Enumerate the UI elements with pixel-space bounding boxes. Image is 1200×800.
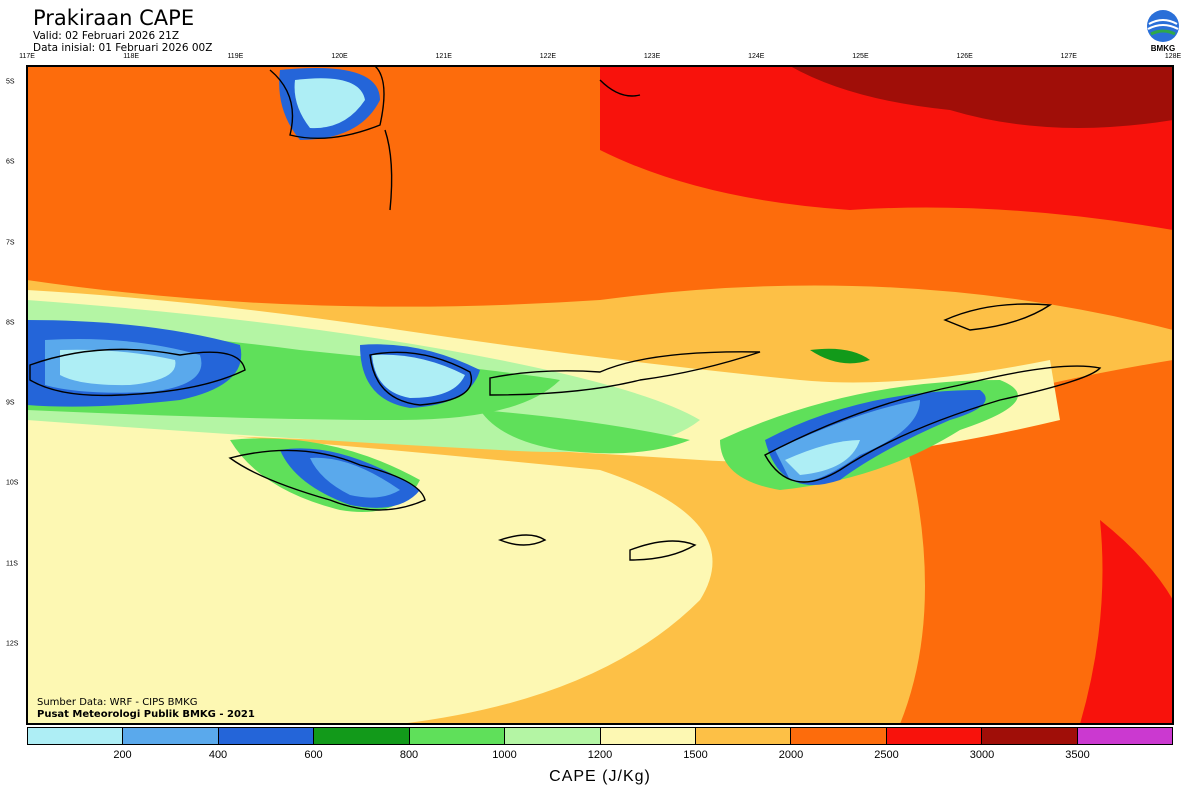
colorbar-label: 200 (113, 749, 132, 761)
lon-label: 123E (643, 53, 661, 60)
colorbar-swatch (1077, 728, 1173, 744)
bmkg-logo-icon (1147, 10, 1179, 42)
colorbar-label: 3000 (969, 749, 995, 761)
lon-label: 121E (435, 53, 452, 60)
lon-label: 125E (852, 53, 869, 60)
colorbar-unit: CAPE (J/Kg) (549, 768, 651, 785)
lon-label: 127E (1060, 53, 1077, 60)
lon-label: 120E (331, 53, 348, 60)
organization-credit: Pusat Meteorologi Publik BMKG - 2021 (37, 709, 255, 720)
colorbar-label: 600 (304, 749, 323, 761)
chart-title: Prakiraan CAPE (33, 6, 195, 30)
lat-label: 11S (6, 560, 18, 567)
logo-text: BMKG (1150, 44, 1176, 53)
colorbar-swatch (600, 728, 696, 744)
lon-label: 122E (539, 53, 557, 60)
lon-label: 119E (227, 53, 244, 60)
colorbar-swatch (791, 728, 887, 744)
lon-label: 124E (748, 53, 765, 60)
colorbar-label: 800 (399, 749, 419, 761)
colorbar-swatch (314, 728, 410, 744)
colorbar-swatch (28, 728, 124, 744)
lon-label: 126E (956, 53, 973, 60)
colorbar-label: 2500 (874, 749, 899, 761)
colorbar-swatch (886, 728, 983, 744)
init-time: Data inisial: 01 Februari 2026 00Z (33, 42, 213, 54)
colorbar-swatch (123, 728, 219, 744)
lat-label: 8S (6, 319, 15, 327)
lat-label: 12S (6, 640, 19, 648)
lon-label: 117E (19, 53, 35, 60)
lat-label: 5S (6, 78, 15, 86)
colorbar-label: 1500 (683, 749, 708, 761)
data-source: Sumber Data: WRF - CIPS BMKG (37, 697, 198, 708)
colorbar-swatch (409, 728, 506, 744)
colorbar-label: 1200 (587, 749, 613, 761)
lon-label: 118E (123, 53, 140, 60)
colorbar-swatch (505, 728, 601, 744)
colorbar-label: 1000 (492, 749, 517, 761)
lat-label: 6S (6, 158, 15, 166)
colorbar-label: 400 (208, 749, 228, 761)
lat-label: 9S (6, 399, 15, 407)
colorbar-label: 3500 (1065, 749, 1090, 761)
valid-time: Valid: 02 Februari 2026 21Z (33, 30, 180, 42)
lat-label: 10S (6, 479, 19, 487)
colorbar-label: 2000 (778, 749, 804, 761)
lat-label: 7S (6, 239, 15, 247)
lon-label: 128E (1164, 53, 1182, 60)
colorbar (27, 727, 1173, 745)
colorbar-swatch (695, 728, 792, 744)
colorbar-swatch (218, 728, 315, 744)
colorbar-swatch (982, 728, 1078, 744)
